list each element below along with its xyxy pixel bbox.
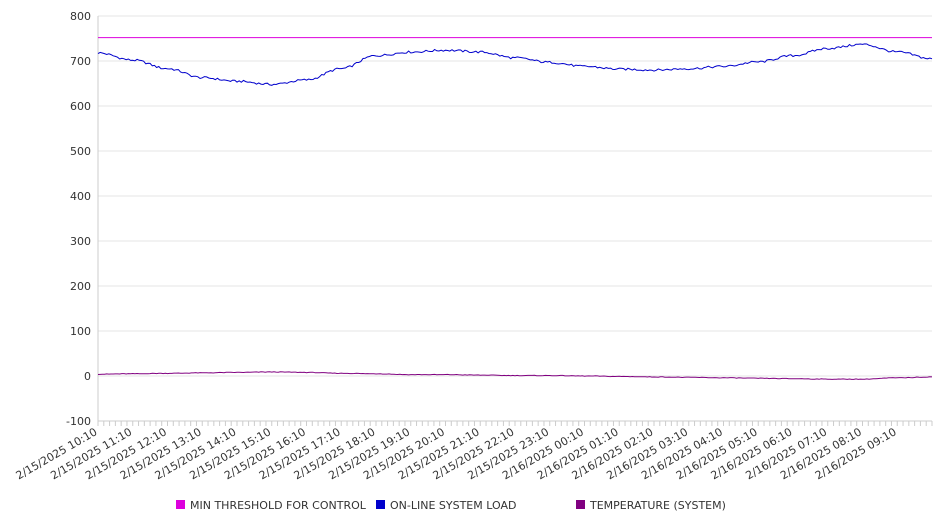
series-lines bbox=[97, 37, 933, 380]
legend-swatch bbox=[176, 500, 185, 509]
y-axis-tick-labels: -100 0 100 200 300 400 500 600 700 800 bbox=[66, 10, 91, 428]
series-line-3 bbox=[97, 371, 933, 380]
legend-swatch bbox=[376, 500, 385, 509]
legend-label: MIN THRESHOLD FOR CONTROL bbox=[190, 499, 367, 512]
series-line-2 bbox=[97, 43, 933, 86]
y-tick-label: 800 bbox=[70, 10, 91, 23]
y-tick-label: 0 bbox=[84, 370, 91, 383]
legend-swatch bbox=[576, 500, 585, 509]
y-tick-label: 200 bbox=[70, 280, 91, 293]
axes bbox=[97, 16, 933, 426]
y-tick-label: 300 bbox=[70, 235, 91, 248]
grid-lines bbox=[98, 15, 932, 422]
legend-label: TEMPERATURE (SYSTEM) bbox=[589, 499, 726, 512]
legend-label: ON-LINE SYSTEM LOAD bbox=[390, 499, 516, 512]
y-tick-label: 100 bbox=[70, 325, 91, 338]
y-tick-label: 600 bbox=[70, 100, 91, 113]
legend: MIN THRESHOLD FOR CONTROL ON-LINE SYSTEM … bbox=[176, 499, 726, 512]
y-tick-label: 700 bbox=[70, 55, 91, 68]
x-axis-tick-labels: 2/15/2025 10:102/15/2025 11:102/15/2025 … bbox=[14, 425, 899, 482]
y-tick-label: -100 bbox=[66, 415, 91, 428]
y-tick-label: 500 bbox=[70, 145, 91, 158]
y-tick-label: 400 bbox=[70, 190, 91, 203]
